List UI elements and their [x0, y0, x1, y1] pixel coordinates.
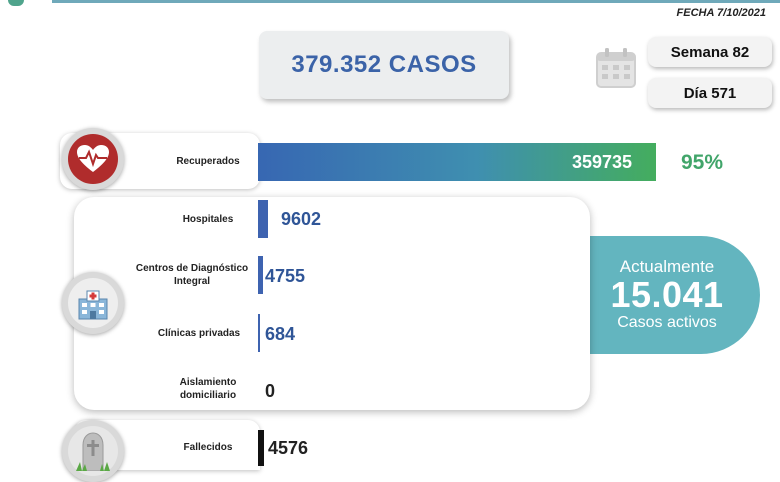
day-badge: Día 571 [648, 78, 772, 108]
cdi-value: 4755 [265, 266, 306, 286]
private-clinics-value: 684 [265, 324, 296, 344]
recovered-value: 359735 [572, 152, 633, 172]
private-clinics-label: Clínicas privadas [157, 328, 241, 339]
cdi-label: Centros de Diagnóstico Integral [135, 263, 249, 287]
top-strip [52, 0, 780, 3]
hospitalization-card [74, 197, 590, 410]
total-cases-value: 379.352 CASOS [291, 51, 477, 78]
deceased-value: 4576 [268, 438, 309, 458]
hospital-icon [62, 272, 124, 334]
recovered-bar [258, 143, 656, 181]
recovered-percent: 95% [681, 151, 724, 174]
calendar-icon [594, 46, 638, 95]
week-badge: Semana 82 [648, 37, 772, 67]
report-date: FECHA 7/10/2021 [676, 7, 766, 19]
private-clinics-bar [258, 314, 260, 352]
active-cases-subtitle: Casos activos [617, 314, 717, 331]
hospitals-bar [258, 200, 268, 238]
active-cases-badge [560, 236, 760, 354]
total-cases-box: 379.352 CASOS [259, 31, 509, 99]
home-isolation-value: 0 [265, 381, 276, 401]
hospitals-label: Hospitales [182, 214, 234, 225]
deceased-label: Fallecidos [183, 442, 233, 453]
active-cases-title: Actualmente [619, 257, 715, 276]
deceased-bar [258, 430, 264, 466]
active-cases-count: 15.041 [610, 274, 724, 315]
tombstone-icon [62, 420, 124, 482]
recovered-label: Recuperados [176, 156, 240, 167]
hospitals-value: 9602 [281, 209, 322, 229]
top-notch [8, 0, 24, 6]
cdi-bar [258, 256, 263, 294]
home-isolation-label: Aislamiento domiciliario [179, 377, 237, 401]
heartbeat-icon [62, 128, 124, 190]
